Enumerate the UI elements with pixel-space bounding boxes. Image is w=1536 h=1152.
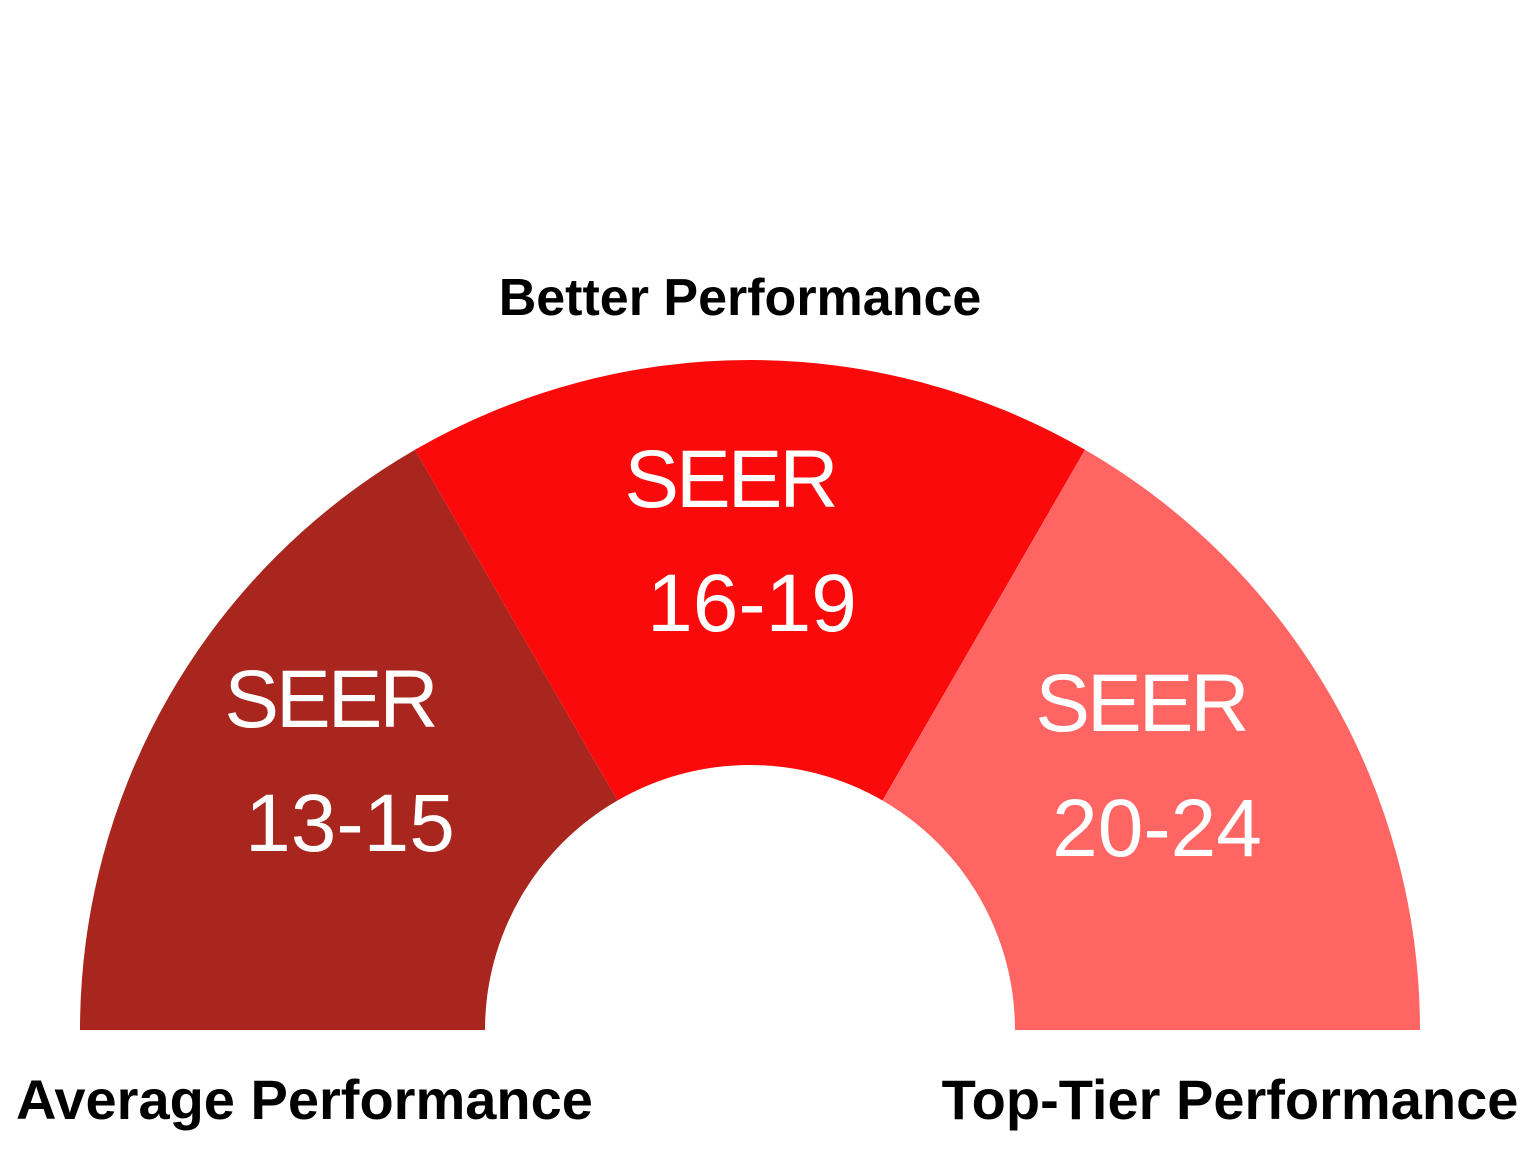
segment-top-line1: SEER (624, 434, 835, 525)
segment-right-line1: SEER (1035, 658, 1246, 749)
segment-seer-13-15 (80, 449, 618, 1030)
top-tier-performance-label: Top-Tier Performance (941, 1068, 1519, 1131)
segment-top-line2: 16-19 (647, 558, 857, 649)
segment-right-line2: 20-24 (1052, 783, 1262, 874)
average-performance-label: Average Performance (16, 1068, 593, 1131)
segment-seer-16-19 (415, 360, 1085, 801)
segment-left-line1: SEER (224, 654, 435, 745)
segment-seer-20-24 (882, 449, 1420, 1030)
segment-left-line2: 13-15 (245, 778, 455, 869)
better-performance-label: Better Performance (498, 269, 982, 327)
